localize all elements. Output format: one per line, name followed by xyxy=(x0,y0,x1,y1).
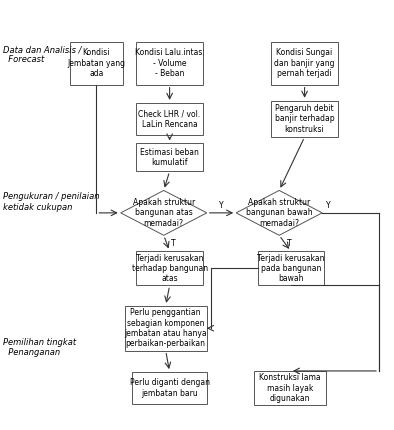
Text: Konstruksi lama
masih layak
digunakan: Konstruksi lama masih layak digunakan xyxy=(259,373,321,403)
Text: Data dan Analisis /
  Forecast: Data dan Analisis / Forecast xyxy=(3,45,82,64)
FancyBboxPatch shape xyxy=(271,101,338,137)
FancyBboxPatch shape xyxy=(254,371,326,405)
Text: Apakah struktur
bangunan bawah
memadai?: Apakah struktur bangunan bawah memadai? xyxy=(246,198,312,228)
FancyBboxPatch shape xyxy=(136,42,203,85)
Text: Kondisi
Jembatan yang
ada: Kondisi Jembatan yang ada xyxy=(67,49,125,78)
FancyBboxPatch shape xyxy=(125,306,207,350)
Text: Check LHR / vol.
LaLin Rencana: Check LHR / vol. LaLin Rencana xyxy=(138,109,201,129)
Polygon shape xyxy=(236,190,322,235)
Text: Perlu penggantian
sebagian komponen
jembatan atau hanya
perbaikan-perbaikan: Perlu penggantian sebagian komponen jemb… xyxy=(125,308,207,348)
Text: Pemilihan tingkat
  Penanganan: Pemilihan tingkat Penanganan xyxy=(3,338,76,357)
Text: Kondisi Lalu.intas:
- Volume
- Beban: Kondisi Lalu.intas: - Volume - Beban xyxy=(135,49,204,78)
Text: Terjadi kerusakan
terhadap bangunan
atas: Terjadi kerusakan terhadap bangunan atas xyxy=(132,254,208,283)
Text: Pengukuran / penilaian
ketidak cukupan: Pengukuran / penilaian ketidak cukupan xyxy=(3,193,100,212)
FancyBboxPatch shape xyxy=(271,42,338,85)
Text: Pengaruh debit
banjir terhadap
konstruksi: Pengaruh debit banjir terhadap konstruks… xyxy=(275,104,335,134)
FancyBboxPatch shape xyxy=(136,251,203,286)
Text: Terjadi kerusakan
pada bangunan
bawah: Terjadi kerusakan pada bangunan bawah xyxy=(257,254,325,283)
Text: Y: Y xyxy=(326,201,331,210)
Text: Kondisi Sungai
dan banjir yang
pernah terjadi: Kondisi Sungai dan banjir yang pernah te… xyxy=(274,49,335,78)
Text: Y: Y xyxy=(219,201,224,210)
FancyBboxPatch shape xyxy=(136,144,203,171)
Text: T: T xyxy=(286,239,291,248)
Polygon shape xyxy=(121,190,207,235)
Text: Apakah struktur
bangunan atas
memadai?: Apakah struktur bangunan atas memadai? xyxy=(133,198,195,228)
FancyBboxPatch shape xyxy=(70,42,123,85)
Text: Estimasi beban
kumulatif: Estimasi beban kumulatif xyxy=(140,147,199,167)
FancyBboxPatch shape xyxy=(132,372,207,404)
Text: Perlu diganti dengan
jembatan baru: Perlu diganti dengan jembatan baru xyxy=(130,378,210,398)
FancyBboxPatch shape xyxy=(136,103,203,135)
Text: T: T xyxy=(171,239,176,248)
FancyBboxPatch shape xyxy=(258,251,324,286)
